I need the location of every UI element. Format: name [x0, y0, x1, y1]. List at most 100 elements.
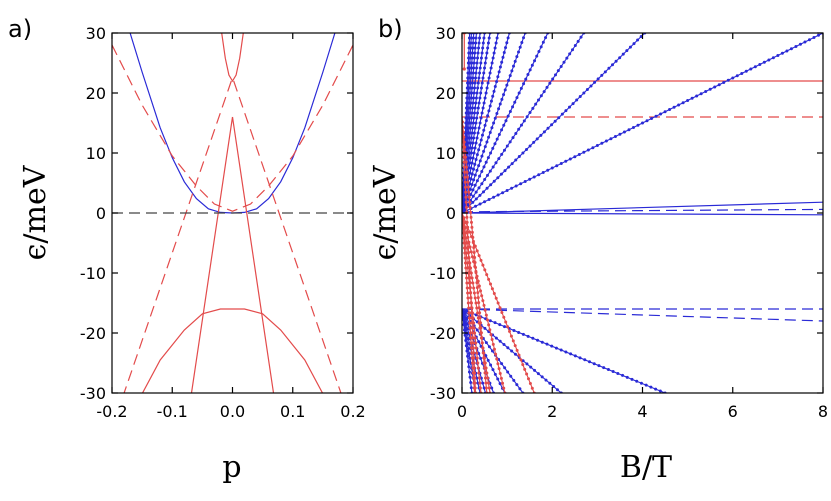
level-point [502, 93, 506, 97]
level-point [515, 348, 519, 352]
level-point [481, 263, 485, 267]
level-point [488, 104, 492, 108]
level-point [544, 378, 548, 382]
level-point [495, 80, 499, 84]
level-point [484, 56, 488, 60]
level-point [468, 276, 472, 280]
level-point [463, 175, 467, 179]
level-point [635, 379, 639, 383]
level-point [470, 225, 474, 229]
level-point [475, 328, 479, 332]
level-point [658, 389, 662, 393]
level-point [794, 45, 798, 48]
plot-area [112, 33, 353, 393]
level-point [462, 236, 466, 240]
level-point [559, 162, 563, 165]
level-point [475, 249, 479, 253]
level-point [501, 55, 505, 59]
level-point [471, 156, 475, 160]
level-point [699, 92, 703, 96]
level-point [618, 132, 622, 136]
level-point [614, 59, 618, 63]
level-point [471, 341, 475, 345]
level-point [467, 351, 471, 355]
level-point [524, 77, 528, 81]
level-point [542, 90, 546, 94]
level-point [479, 356, 483, 360]
level-point [481, 351, 485, 355]
series-point [462, 67, 466, 71]
level-point [476, 296, 480, 300]
level-point [473, 376, 477, 380]
level-point [481, 46, 485, 50]
level-point [473, 173, 477, 177]
level-point [618, 56, 622, 60]
level-point [505, 189, 509, 192]
level-point [468, 200, 472, 204]
level-point [785, 49, 789, 53]
level-point [480, 182, 484, 186]
level-point [554, 346, 558, 350]
level-point [483, 66, 487, 70]
level-point [533, 368, 537, 372]
level-point [488, 328, 492, 332]
level-point [468, 331, 472, 335]
x-tick-label: 6 [728, 402, 738, 421]
level-point [488, 71, 492, 75]
level-point [489, 66, 493, 70]
level-point [473, 126, 477, 130]
level-point [474, 121, 478, 125]
level-point [548, 81, 552, 85]
level-point [491, 368, 495, 372]
level-point [494, 41, 498, 45]
level-point [487, 323, 491, 327]
level-point [470, 230, 474, 234]
level-point [482, 190, 486, 194]
level-point [490, 337, 494, 341]
level-point [475, 61, 479, 65]
level-point [482, 128, 486, 132]
level-point [478, 71, 482, 75]
level-point [487, 386, 491, 390]
level-point [515, 383, 519, 387]
level-point [472, 178, 476, 182]
level-point [494, 161, 498, 165]
level-point [467, 56, 471, 60]
level-point [659, 112, 663, 116]
level-point [603, 70, 607, 74]
level-point [542, 130, 546, 134]
level-point [513, 59, 517, 63]
level-point [462, 246, 466, 250]
level-point [483, 366, 487, 370]
level-point [510, 186, 514, 190]
level-point [462, 145, 465, 149]
level-point [477, 126, 481, 130]
level-point [485, 186, 489, 190]
level-point [467, 41, 471, 45]
level-point [483, 200, 487, 204]
level-point [471, 101, 475, 105]
level-point [530, 63, 534, 67]
level-point [465, 96, 469, 100]
level-point [486, 173, 490, 177]
level-point [483, 178, 487, 182]
level-point [505, 83, 509, 87]
level-point [512, 328, 516, 332]
level-point [466, 245, 470, 249]
level-point [500, 152, 504, 156]
level-point [497, 133, 501, 137]
level-point [554, 73, 558, 77]
level-point [562, 60, 566, 64]
level-point [512, 378, 516, 382]
level-point [491, 165, 495, 169]
level-point [475, 356, 479, 360]
level-point [464, 200, 468, 204]
level-point [498, 323, 502, 327]
level-point [621, 373, 625, 377]
level-point [528, 144, 532, 148]
x-axis-label: B/T [620, 450, 672, 485]
level-point [519, 86, 523, 90]
level-point [465, 220, 469, 224]
y-tick-label: 10 [436, 144, 456, 163]
level-point [550, 344, 554, 348]
